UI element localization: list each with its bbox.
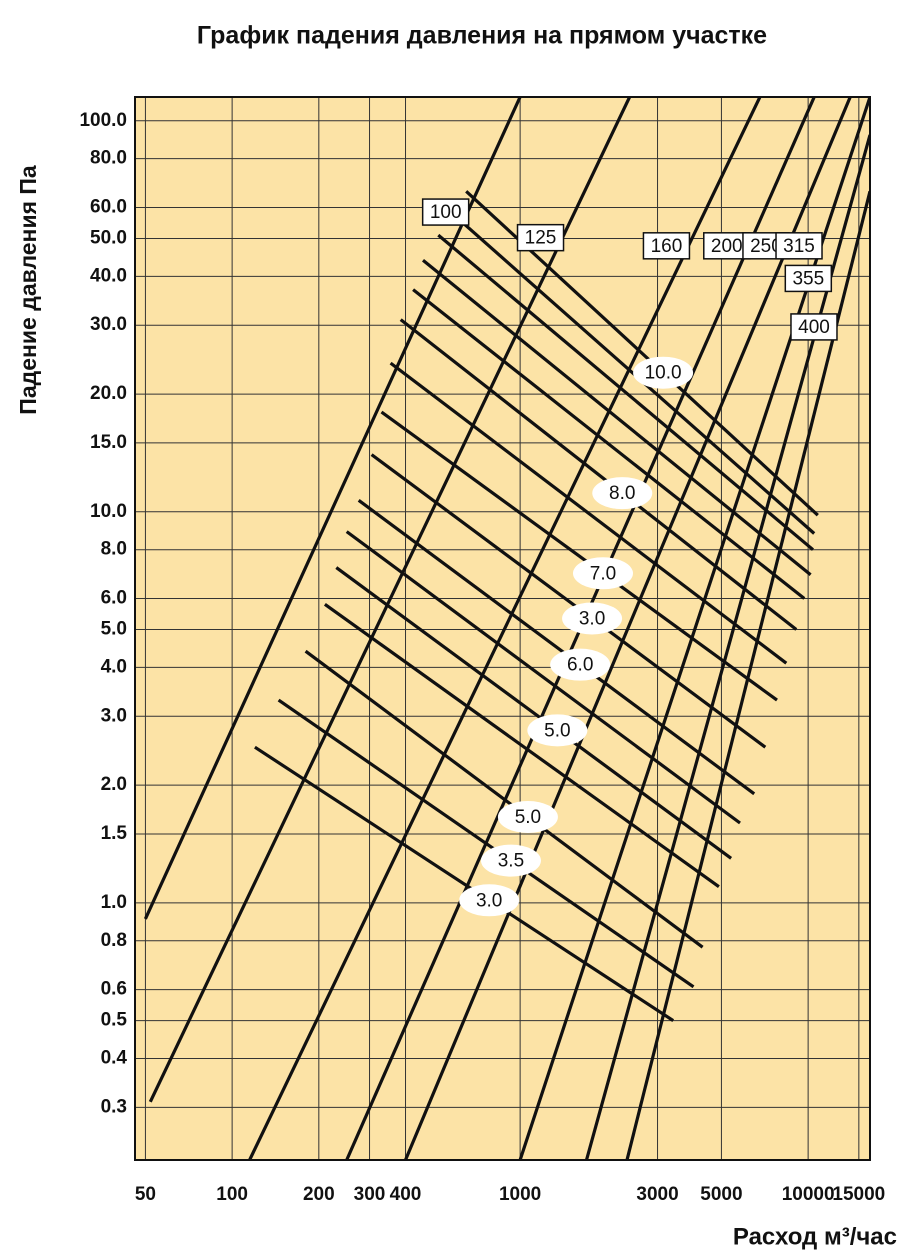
velocity-line — [254, 745, 675, 1022]
velocity-line — [370, 453, 767, 749]
y-tick-label: 6.0 — [101, 588, 127, 609]
y-tick-label: 60.0 — [90, 197, 127, 218]
velocity-label: 3.5 — [498, 851, 524, 872]
y-tick-label: 40.0 — [90, 265, 127, 286]
diameter-label-box — [790, 313, 838, 341]
x-axis-title: Расход м³/час — [733, 1223, 897, 1250]
x-tick-label: 300 — [354, 1184, 386, 1205]
y-tick-label: 4.0 — [101, 656, 127, 677]
y-tick-label: 0.4 — [101, 1047, 128, 1068]
velocity-label-bg — [550, 648, 611, 681]
velocity-line — [323, 602, 720, 889]
velocity-line — [304, 649, 704, 949]
x-tick-label: 3000 — [636, 1184, 678, 1205]
velocity-label-bg — [480, 844, 541, 877]
diameter-line — [625, 190, 870, 1160]
diameter-label-box — [516, 223, 565, 252]
velocity-label: 5.0 — [515, 807, 541, 828]
plot-background — [135, 97, 870, 1160]
velocity-line — [345, 530, 741, 825]
velocity-label-bg — [497, 800, 558, 833]
diameter-label-box — [703, 232, 751, 260]
y-tick-label: 50.0 — [90, 227, 127, 248]
velocity-line — [450, 212, 816, 535]
x-tick-label: 15000 — [832, 1184, 885, 1205]
diameter-label-box — [784, 264, 833, 293]
velocity-label-bg — [562, 602, 623, 635]
diameter-line — [584, 134, 870, 1160]
diameter-line — [404, 97, 852, 1160]
y-tick-label: 0.5 — [101, 1010, 128, 1031]
diameter-label: 315 — [783, 236, 815, 257]
labels: 100 125 160 200 250 315 355 400 10.0 8.0 7.0 3.0 6.0… — [421, 198, 838, 917]
y-tick-label: 3.0 — [101, 705, 127, 726]
y-tick-label: 1.5 — [101, 823, 128, 844]
velocity-line — [437, 233, 815, 551]
diameter-label: 100 — [430, 202, 462, 223]
diameter-label: 400 — [798, 317, 830, 338]
velocity-label-bg — [633, 356, 694, 389]
diameter-label-box — [775, 232, 823, 260]
y-tick-label: 80.0 — [90, 148, 127, 169]
velocity-label: 10.0 — [645, 363, 682, 384]
x-tick-label: 1000 — [499, 1184, 541, 1205]
velocity-label-bg — [572, 557, 633, 590]
velocity-line — [357, 499, 756, 796]
chart-title: График падения давления на прямом участк… — [197, 22, 767, 50]
y-axis-title: Падение давления Па — [15, 165, 41, 415]
velocity-label: 7.0 — [590, 563, 616, 584]
velocity-label: 5.0 — [544, 720, 570, 741]
x-tick-label: 200 — [303, 1184, 335, 1205]
velocity-label: 6.0 — [567, 655, 593, 676]
velocity-label: 3.0 — [476, 890, 502, 911]
plot-frame — [134, 96, 871, 1161]
velocity-line — [335, 566, 733, 860]
velocity-line — [389, 361, 788, 665]
y-tick-label: 100.0 — [79, 110, 127, 131]
y-tick-label: 10.0 — [90, 501, 127, 522]
diameter-label-box — [642, 232, 691, 260]
diameter-label: 250 — [750, 236, 782, 257]
velocity-line — [399, 318, 798, 631]
diameter-line — [143, 97, 522, 920]
y-tick-label: 0.6 — [101, 979, 127, 1000]
x-tick-label: 50 — [135, 1184, 156, 1205]
x-tick-label: 400 — [390, 1184, 422, 1205]
diameter-label: 200 — [711, 236, 743, 257]
y-tick-label: 15.0 — [90, 432, 127, 453]
grid — [135, 97, 870, 1160]
y-tick-label: 30.0 — [90, 314, 127, 335]
y-tick-label: 5.0 — [101, 619, 127, 640]
x-tick-label: 10000 — [782, 1184, 835, 1205]
diameter-label: 125 — [525, 228, 557, 249]
diameter-label-box — [421, 198, 470, 226]
y-tick-label: 0.8 — [101, 930, 127, 951]
velocity-line — [380, 410, 778, 702]
diameter-line — [248, 97, 762, 1160]
y-tick-label: 20.0 — [90, 383, 127, 404]
y-tick-label: 8.0 — [101, 539, 127, 560]
y-tick-label: 2.0 — [101, 774, 127, 795]
velocity-line — [412, 288, 806, 600]
y-tick-label: 1.0 — [101, 892, 127, 913]
velocity-label: 8.0 — [609, 483, 635, 504]
velocity-label: 3.0 — [579, 609, 605, 630]
velocity-line — [421, 258, 812, 577]
velocity-line — [277, 698, 695, 989]
velocity-label-bg — [459, 884, 520, 917]
velocity-label-bg — [527, 714, 588, 747]
diameter-label: 355 — [792, 268, 824, 289]
diameter-line — [148, 97, 632, 1103]
velocity-label-bg — [592, 477, 653, 510]
diameter-label: 160 — [651, 236, 683, 257]
x-tick-label: 100 — [216, 1184, 248, 1205]
x-tick-label: 5000 — [700, 1184, 742, 1205]
y-tick-label: 0.3 — [101, 1096, 127, 1117]
